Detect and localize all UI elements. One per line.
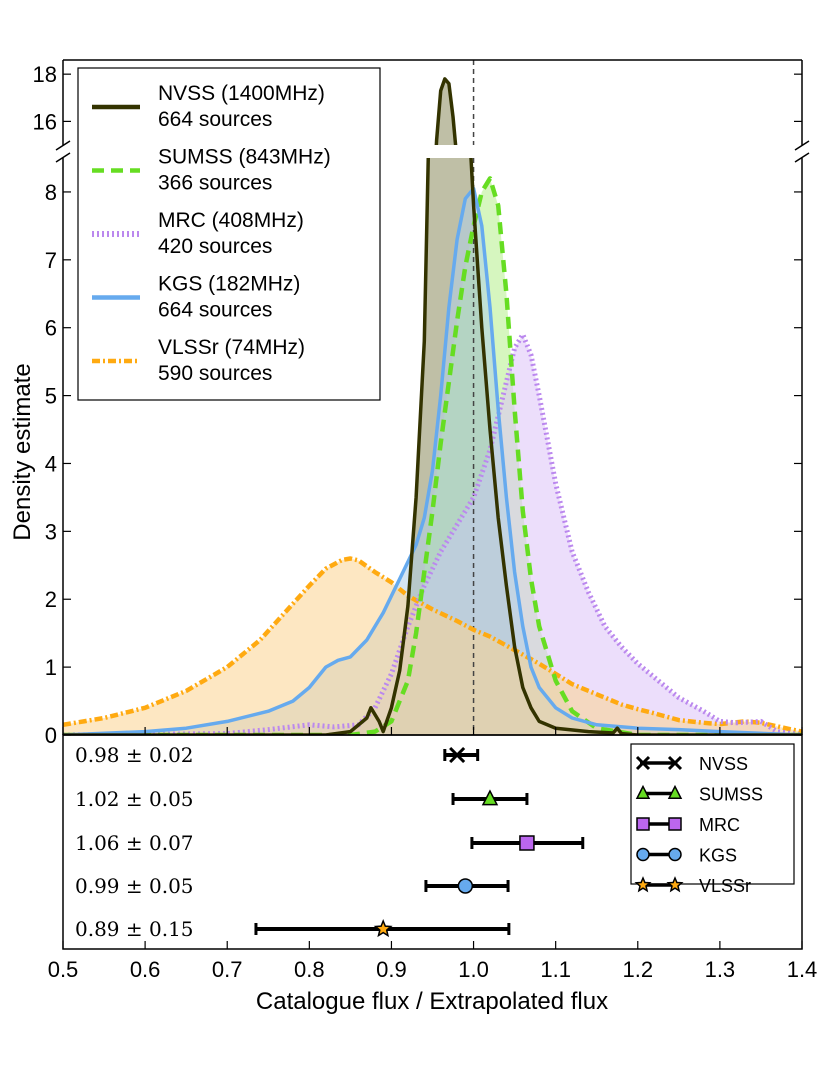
mrc-density-line	[63, 332, 802, 735]
nvss-legend-marker-left	[635, 755, 651, 771]
x-tick-label: 1.3	[705, 957, 736, 982]
vlssr-summary-legend-label: VLSSr	[699, 876, 751, 896]
x-tick-label: 0.6	[130, 957, 161, 982]
summary-legend-box	[630, 743, 795, 885]
x-tick-label: 1.4	[787, 957, 818, 982]
kgs-legend-label: KGS (182MHz)	[158, 273, 300, 296]
x-tick-label: 0.7	[212, 957, 243, 982]
vlssr-density-line	[63, 556, 802, 734]
vlssr-legend-marker-left	[634, 876, 652, 893]
legend: NVSS (1400MHz) 664 sources SUMSS (843MHz) 3…	[77, 67, 381, 401]
mrc-summary-legend-label: MRC	[699, 815, 740, 835]
x-axis-label: Catalogue flux / Extrapolated flux	[256, 988, 608, 1015]
nvss-legend-count: 664 sources	[158, 108, 272, 131]
sumss-legend-marker-left	[635, 784, 651, 800]
kgs-summary-legend-label: KGS	[699, 846, 737, 866]
y-tick-label: 4	[45, 451, 57, 476]
mrc-legend-label: MRC (408MHz)	[158, 209, 304, 232]
nvss-legend-marker-right	[667, 755, 683, 771]
sumss-density-line	[63, 176, 802, 735]
vlssr-legend-marker-right	[666, 876, 684, 893]
sumss-legend-label: SUMSS (843MHz)	[158, 146, 331, 169]
kgs-legend-count: 664 sources	[158, 299, 272, 322]
x-tick-label: 1.0	[458, 957, 489, 982]
y-tick-label: 6	[45, 316, 57, 341]
y-tick-label: 2	[45, 587, 57, 612]
sumss-median-value: 1.02 ± 0.05	[75, 787, 194, 811]
nvss-legend-label: NVSS (1400MHz)	[158, 82, 325, 105]
nvss-median-value: 0.98 ± 0.02	[75, 743, 194, 767]
nvss-summary-legend-label: NVSS	[699, 754, 748, 774]
y-tick-label: 3	[45, 519, 57, 544]
vlssr-density-fill	[63, 558, 802, 735]
x-ticks: 0.5 0.6 0.7 0.8 0.9 1.0 1.1 1.2 1.3 1.4	[48, 727, 818, 982]
y-tick-label-upper: 18	[33, 62, 57, 87]
y-tick-label: 0	[45, 723, 57, 748]
density-fills-lower	[63, 158, 802, 735]
x-tick-label: 0.9	[376, 957, 407, 982]
kgs-density-line	[63, 186, 802, 735]
x-tick-label: 1.1	[540, 957, 571, 982]
x-tick-label: 0.8	[294, 957, 325, 982]
sumss-median-marker	[481, 789, 499, 806]
vlssr-legend-count: 590 sources	[158, 362, 272, 385]
y-tick-label: 7	[45, 248, 57, 273]
density-lines-lower	[63, 158, 802, 735]
kgs-legend-marker-left	[636, 847, 650, 862]
kgs-median-marker	[457, 878, 474, 894]
axis-break-marks	[55, 140, 810, 163]
summary-panel: 0.98 ± 0.02 1.02 ± 0.05 1.06 ± 0.07 0.99 ± …	[62, 734, 803, 950]
sumss-summary-legend-label: SUMSS	[699, 785, 763, 805]
y-axis-label: Density estimate	[9, 363, 36, 540]
sumss-legend-marker-right	[667, 784, 683, 800]
nvss-median-marker	[449, 746, 466, 764]
mrc-legend-count: 420 sources	[158, 235, 272, 258]
x-tick-label: 0.5	[48, 957, 79, 982]
y-tick-label: 5	[45, 384, 57, 409]
kgs-median-value: 0.99 ± 0.05	[75, 874, 194, 898]
mrc-legend-marker-right	[668, 817, 682, 831]
kgs-legend-marker-right	[668, 847, 682, 862]
vlssr-median-marker	[373, 919, 393, 938]
y-ticks: 0 1 2 3 4 5 6 7 8 16 18	[33, 62, 802, 748]
mrc-median-value: 1.06 ± 0.07	[75, 831, 194, 855]
mrc-legend-marker-left	[636, 817, 650, 831]
mrc-median-marker	[519, 835, 535, 851]
y-tick-label: 8	[45, 180, 57, 205]
nvss-density-fill	[63, 158, 802, 735]
summary-panel-frame	[62, 734, 803, 950]
y-tick-label-upper: 16	[33, 109, 57, 134]
vlssr-median-value: 0.89 ± 0.15	[75, 917, 194, 941]
vlssr-legend-label: VLSSr (74MHz)	[158, 336, 305, 359]
x-tick-label: 1.2	[622, 957, 653, 982]
nvss-density-line	[63, 158, 802, 735]
y-tick-label: 1	[45, 655, 57, 680]
sumss-legend-count: 366 sources	[158, 172, 272, 195]
